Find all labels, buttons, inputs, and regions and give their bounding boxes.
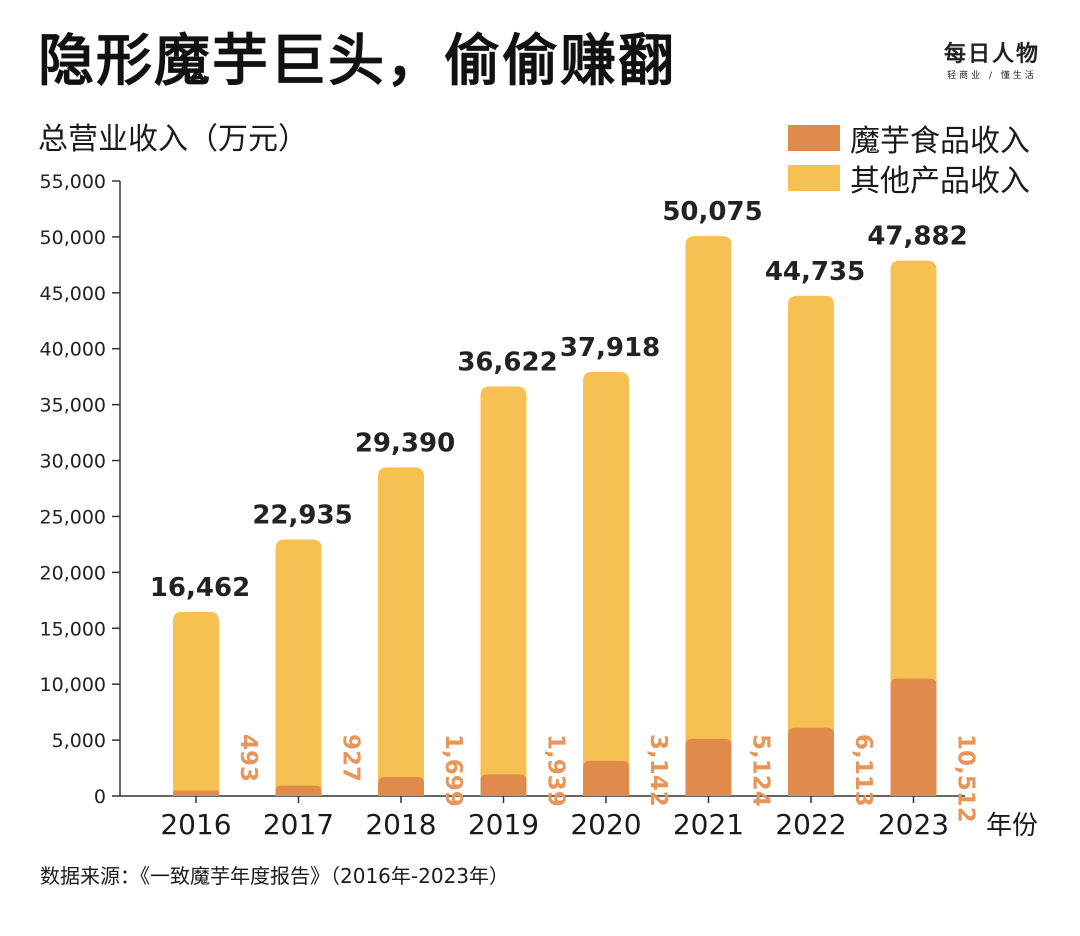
legend-item-konjac: 魔芋食品收入 (788, 118, 1030, 159)
legend-label-other: 其他产品收入 (850, 164, 1030, 199)
y-tick-label: 0 (94, 786, 106, 808)
legend-swatch-konjac (788, 125, 840, 151)
x-tick-label-2021: 2021 (673, 808, 744, 841)
y-tick-label: 20,000 (40, 562, 106, 584)
y-tick-label: 45,000 (40, 283, 106, 305)
konjac-label-2021: 5,124 (748, 734, 774, 807)
total-label-2017: 22,935 (252, 501, 352, 531)
y-tick-label: 40,000 (40, 339, 106, 361)
bar-other-2017 (275, 539, 322, 796)
konjac-label-2019: 1,939 (543, 734, 569, 807)
legend: 魔芋食品收入 其他产品收入 (788, 118, 1030, 199)
x-tick-label-2018: 2018 (365, 808, 436, 841)
chart-title: 隐形魔芋巨头，偷偷赚翻 (38, 29, 676, 94)
y-tick-label: 15,000 (40, 618, 106, 640)
brand-logo: 每日人物 轻商业 / 懂生活 (944, 42, 1040, 82)
y-tick-label: 25,000 (40, 506, 106, 528)
total-label-2019: 36,622 (457, 347, 557, 377)
bar-other-2021 (685, 236, 732, 797)
brand-tagline: 轻商业 / 懂生活 (947, 71, 1037, 81)
bar-konjac-2017 (275, 785, 322, 796)
y-tick-label: 50,000 (40, 227, 106, 249)
x-tick-label-2022: 2022 (775, 808, 846, 841)
bar-other-2020 (583, 372, 629, 796)
total-label-2020: 37,918 (560, 333, 660, 363)
bar-other-2019 (480, 386, 527, 796)
x-axis-title: 年份 (986, 811, 1038, 841)
x-tick-label-2020: 2020 (570, 808, 641, 841)
y-tick-label: 5,000 (52, 730, 106, 752)
y-tick-label: 10,000 (40, 674, 106, 696)
konjac-label-2023: 10,512 (953, 734, 979, 823)
brand-name: 每日人物 (943, 42, 1040, 67)
total-label-2022: 44,735 (765, 257, 865, 287)
bar-other-2023 (890, 260, 937, 797)
bar-konjac-2022 (788, 727, 834, 796)
bar-konjac-2016 (173, 790, 219, 796)
y-tick-label: 55,000 (40, 171, 106, 193)
legend-label-konjac: 魔芋食品收入 (850, 124, 1030, 159)
total-label-2021: 50,075 (662, 197, 762, 227)
konjac-label-2016: 493 (235, 734, 261, 782)
y-tick-label: 30,000 (40, 451, 106, 473)
x-tick-label-2019: 2019 (468, 808, 539, 841)
konjac-label-2018: 1,699 (440, 734, 466, 807)
bar-konjac-2021 (685, 738, 732, 796)
bar-konjac-2018 (378, 777, 424, 796)
konjac-label-2022: 6,113 (850, 734, 876, 807)
y-tick-label: 35,000 (40, 395, 106, 417)
x-tick-label-2017: 2017 (263, 808, 334, 841)
konjac-label-2017: 927 (338, 734, 364, 782)
data-source-note: 数据来源：《一致魔芋年度报告》（2016年-2023年） (40, 864, 510, 888)
bar-konjac-2023 (890, 678, 937, 796)
total-label-2018: 29,390 (355, 428, 455, 458)
total-label-2023: 47,882 (867, 222, 967, 252)
legend-swatch-other (788, 165, 840, 191)
legend-item-other: 其他产品收入 (788, 158, 1030, 199)
bar-other-2016 (173, 611, 219, 796)
bar-konjac-2019 (480, 774, 527, 796)
x-tick-label-2016: 2016 (160, 808, 231, 841)
bar-other-2022 (788, 295, 834, 796)
bar-other-2018 (378, 467, 424, 796)
konjac-label-2020: 3,142 (645, 734, 671, 807)
total-label-2016: 16,462 (150, 573, 250, 603)
y-axis-title: 总营业收入（万元） (38, 122, 308, 157)
x-tick-label-2023: 2023 (878, 808, 949, 841)
bar-konjac-2020 (583, 760, 629, 796)
